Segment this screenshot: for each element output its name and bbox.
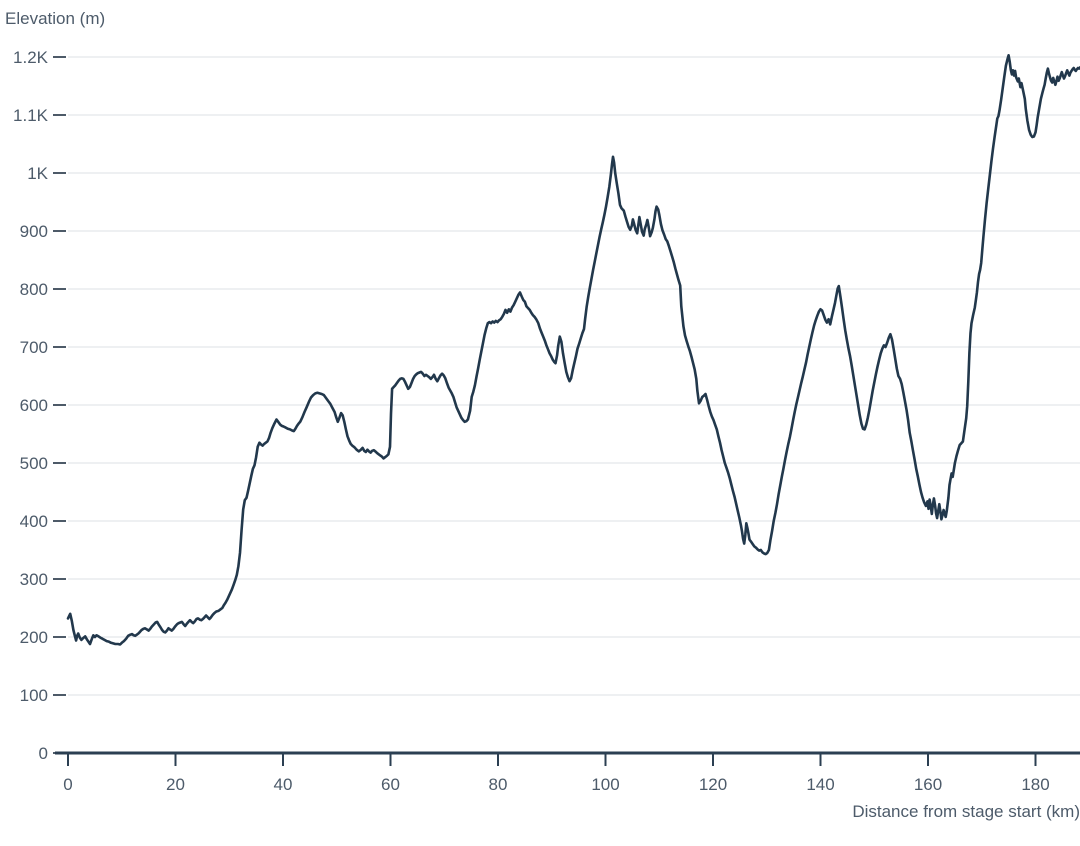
y-tick-label: 1.2K bbox=[13, 48, 49, 67]
y-tick-label: 100 bbox=[20, 686, 48, 705]
y-tick-label: 600 bbox=[20, 396, 48, 415]
x-axis-title: Distance from stage start (km) bbox=[852, 802, 1080, 821]
x-tick-label: 80 bbox=[489, 775, 508, 794]
x-tick-label: 180 bbox=[1021, 775, 1049, 794]
x-tick-label: 140 bbox=[806, 775, 834, 794]
elevation-line bbox=[66, 54, 1080, 646]
y-tick-label: 700 bbox=[20, 338, 48, 357]
y-tick-label: 300 bbox=[20, 570, 48, 589]
y-tick-label: 1K bbox=[27, 164, 48, 183]
x-tick-label: 60 bbox=[381, 775, 400, 794]
x-tick-label: 20 bbox=[166, 775, 185, 794]
y-tick-label: 200 bbox=[20, 628, 48, 647]
x-tick-label: 100 bbox=[591, 775, 619, 794]
y-tick-label: 400 bbox=[20, 512, 48, 531]
chart-title: Elevation (m) bbox=[5, 9, 106, 28]
y-tick-label: 0 bbox=[39, 744, 48, 763]
y-tick-label: 800 bbox=[20, 280, 48, 299]
y-tick-label: 900 bbox=[20, 222, 48, 241]
x-tick-label: 160 bbox=[914, 775, 942, 794]
x-tick-label: 0 bbox=[63, 775, 72, 794]
x-tick-label: 40 bbox=[274, 775, 293, 794]
x-tick-label: 120 bbox=[699, 775, 727, 794]
y-tick-label: 500 bbox=[20, 454, 48, 473]
y-tick-label: 1.1K bbox=[13, 106, 49, 125]
